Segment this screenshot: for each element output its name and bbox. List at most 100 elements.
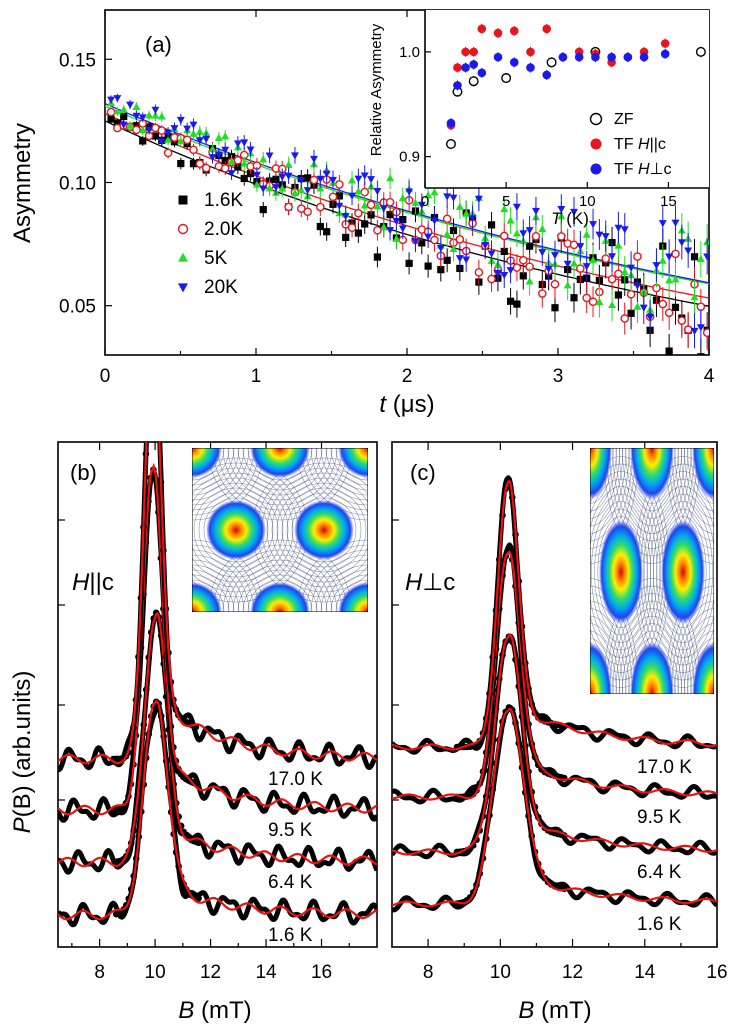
panel-a-point: [563, 281, 572, 289]
panel-a-point: [385, 197, 395, 207]
panel-a-point: [531, 207, 540, 216]
inset-point: [591, 52, 600, 62]
panel-a-point: [563, 260, 572, 268]
panel-c-inset-contour: [609, 448, 695, 549]
panel-b-inset-contour: [207, 448, 353, 521]
panel-a-point: [335, 180, 344, 189]
panel-a-point: [512, 263, 522, 272]
panel-a-point: [550, 279, 560, 289]
panel-b-ylabel-var: P: [9, 817, 36, 833]
spectrum-data: [58, 702, 377, 928]
panel-b-inset-contour: [212, 448, 348, 516]
panel-a-point: [265, 184, 274, 192]
panel-c-inset-vortex-core: [661, 520, 705, 624]
panel-a-point: [183, 125, 192, 133]
inset-series-TF H⊥c: [446, 48, 670, 129]
panel-a: 0 1 2 3 4 0.05 0.10 0.15 (a) Asymmetry t (μs) 1…: [9, 9, 715, 418]
panel-a-point: [570, 294, 578, 302]
panel-c-xlabel: B (mT): [518, 997, 591, 1024]
panel-a-point: [157, 112, 166, 120]
spectrum-point: [153, 361, 160, 368]
spectrum-data: [392, 633, 717, 860]
panel-a-xtick-label: 4: [704, 366, 715, 387]
panel-b-inset-contour: [217, 448, 343, 511]
inset-point: [639, 52, 649, 62]
inset-point: [607, 52, 616, 62]
inset-background: [425, 10, 709, 188]
panel-a-point: [455, 235, 465, 244]
panel-a-point: [259, 185, 268, 193]
panel-b-inset-contour: [242, 574, 318, 612]
panel-a-point: [512, 203, 521, 211]
spectrum-fit: [392, 550, 717, 801]
panel-c-inset-contour: [590, 478, 661, 666]
panel-c-inset-vortex-core: [692, 448, 714, 500]
panel-a-point: [132, 125, 141, 135]
panel-a-point: [392, 234, 401, 242]
panel-c-field-label: H⊥c: [405, 569, 455, 596]
panel-c-inset-contour: [612, 448, 692, 542]
spectrum-17.0 K: [392, 475, 717, 755]
inset-point: [468, 76, 479, 87]
panel-a-point: [614, 241, 623, 249]
panel-a-point: [646, 313, 655, 322]
panel-a-point: [595, 231, 604, 239]
inset-point: [461, 47, 470, 57]
panel-c-inset-vortex-core: [630, 448, 674, 500]
legend-marker-5K: [178, 252, 188, 262]
spectrum-point: [508, 706, 516, 714]
panel-a-point: [398, 225, 407, 233]
panel-a-point: [684, 247, 693, 255]
panel-c-inset-contour: [606, 585, 698, 694]
panel-a-point: [702, 328, 709, 337]
panel-a-point: [665, 347, 673, 355]
panel-b-inset-contour: [271, 477, 368, 583]
legend-marker-1.6K: [178, 195, 188, 205]
panel-c-inset-vortex-core: [630, 642, 674, 694]
panel-a-point: [417, 201, 426, 209]
inset-point: [542, 24, 552, 34]
panel-c-inset-vortex-core: [692, 642, 714, 694]
panel-a-point: [366, 200, 376, 210]
panel-c-field-label-rest: ⊥c: [422, 569, 455, 596]
inset-legend-label: TF H||c: [614, 136, 666, 153]
panel-c-inset-contour: [643, 478, 714, 666]
panel-a-point: [189, 160, 198, 168]
panel-b-inset-vortex-core: [250, 582, 310, 612]
panel-a-point: [462, 209, 471, 217]
panel-a-point: [551, 304, 559, 312]
panel-c-field-label-var: H: [405, 569, 423, 596]
panel-a-point: [607, 274, 617, 284]
panel-a-ylabel: Asymmetry: [9, 123, 36, 243]
panel-a-point: [518, 255, 528, 265]
panel-a-point: [379, 205, 388, 213]
panel-a-point: [570, 259, 578, 267]
panel-a-point: [145, 126, 154, 134]
panel-a-series-20K: [107, 93, 709, 349]
panel-c-inset-contour: [618, 448, 686, 527]
panel-b-inset-vortex-core: [338, 582, 368, 612]
panel-a-point: [386, 227, 395, 235]
spectrum-17.0 K: [58, 361, 377, 773]
spectrum-fit: [58, 699, 377, 921]
panel-a-point: [493, 269, 502, 278]
panel-b-inset-contour: [227, 559, 333, 612]
legend-label-2.0K: 2.0K: [204, 219, 243, 240]
panel-a-point: [164, 135, 173, 143]
panel-c-inset-contour: [622, 448, 682, 519]
inset-ticks: 0 5 10 15 0.9 1.0: [399, 44, 677, 210]
inset-point: [546, 57, 557, 68]
temperature-label: 17.0 K: [268, 769, 323, 790]
panel-a-point: [189, 145, 198, 155]
panel-a-point: [443, 230, 452, 238]
xtick-label: 8: [423, 962, 434, 983]
inset-legend-suffix: ||c: [650, 136, 666, 153]
panel-a-point: [252, 171, 261, 179]
panel-a-point: [240, 174, 248, 183]
panel-a-point: [176, 116, 185, 125]
panel-b-xlabel-unit: (mT): [194, 997, 251, 1024]
panel-a-point: [405, 188, 414, 196]
inset-xtick-label: 15: [660, 193, 677, 210]
panel-a-point: [526, 242, 534, 250]
